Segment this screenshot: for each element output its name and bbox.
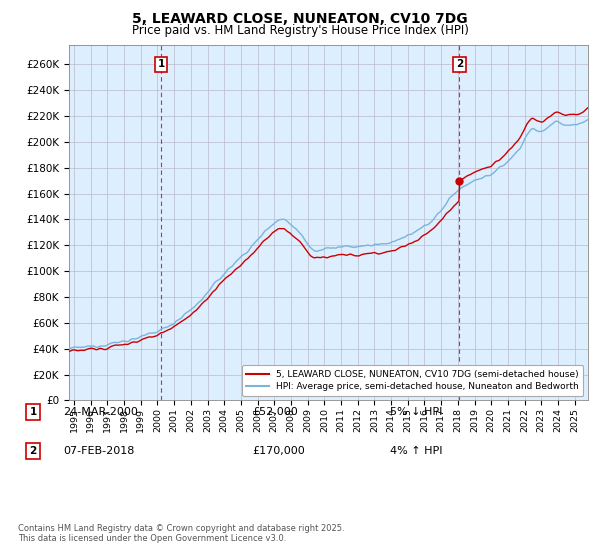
Text: 1: 1 bbox=[29, 407, 37, 417]
Text: 4% ↑ HPI: 4% ↑ HPI bbox=[390, 446, 443, 456]
Legend: 5, LEAWARD CLOSE, NUNEATON, CV10 7DG (semi-detached house), HPI: Average price, : 5, LEAWARD CLOSE, NUNEATON, CV10 7DG (se… bbox=[242, 365, 583, 396]
Text: 5% ↓ HPI: 5% ↓ HPI bbox=[390, 407, 442, 417]
Text: 24-MAR-2000: 24-MAR-2000 bbox=[63, 407, 138, 417]
Text: 2: 2 bbox=[456, 59, 463, 69]
Text: 5, LEAWARD CLOSE, NUNEATON, CV10 7DG: 5, LEAWARD CLOSE, NUNEATON, CV10 7DG bbox=[132, 12, 468, 26]
Text: 2: 2 bbox=[29, 446, 37, 456]
Text: 07-FEB-2018: 07-FEB-2018 bbox=[63, 446, 134, 456]
Text: £52,000: £52,000 bbox=[252, 407, 298, 417]
Text: Price paid vs. HM Land Registry's House Price Index (HPI): Price paid vs. HM Land Registry's House … bbox=[131, 24, 469, 36]
Text: £170,000: £170,000 bbox=[252, 446, 305, 456]
Text: 1: 1 bbox=[157, 59, 165, 69]
Text: Contains HM Land Registry data © Crown copyright and database right 2025.
This d: Contains HM Land Registry data © Crown c… bbox=[18, 524, 344, 543]
